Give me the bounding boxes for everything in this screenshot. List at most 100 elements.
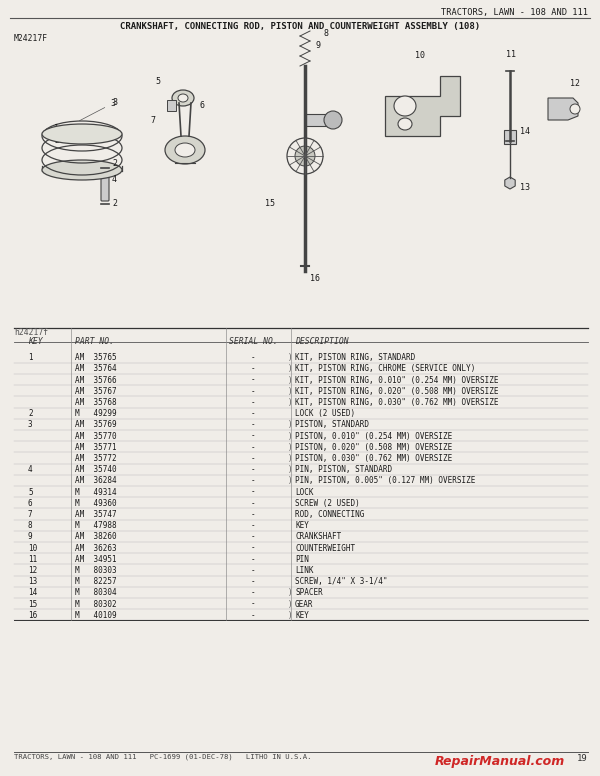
Text: AM  35767: AM 35767 (75, 386, 116, 396)
Text: 11: 11 (28, 555, 37, 564)
Text: 1: 1 (54, 124, 59, 133)
Text: -: - (251, 499, 256, 508)
Text: PISTON, 0.030" (0.762 MM) OVERSIZE: PISTON, 0.030" (0.762 MM) OVERSIZE (295, 454, 452, 463)
Text: 2: 2 (112, 199, 117, 208)
Text: ): ) (288, 398, 293, 407)
Text: -: - (251, 376, 256, 385)
Text: 2: 2 (28, 409, 32, 418)
Text: CRANKSHAFT, CONNECTING ROD, PISTON AND COUNTERWEIGHT ASSEMBLY (108): CRANKSHAFT, CONNECTING ROD, PISTON AND C… (120, 22, 480, 31)
Text: ): ) (288, 443, 293, 452)
Text: -: - (251, 353, 256, 362)
Text: -: - (251, 431, 256, 441)
Text: ): ) (288, 376, 293, 385)
Text: 15: 15 (28, 600, 37, 608)
Text: -: - (251, 577, 256, 586)
Text: SERIAL NO.: SERIAL NO. (229, 337, 277, 346)
Text: -: - (251, 398, 256, 407)
Text: GEAR: GEAR (295, 600, 314, 608)
Text: 6: 6 (28, 499, 32, 508)
Text: 8: 8 (323, 29, 328, 38)
Circle shape (324, 111, 342, 129)
Text: -: - (251, 487, 256, 497)
Text: -: - (251, 532, 256, 542)
Text: 2: 2 (112, 159, 117, 168)
Text: KIT, PISTON RING, 0.020" (0.508 MM) OVERSIZE: KIT, PISTON RING, 0.020" (0.508 MM) OVER… (295, 386, 499, 396)
Text: CRANKSHAFT: CRANKSHAFT (295, 532, 341, 542)
Text: -: - (251, 386, 256, 396)
Text: PISTON, 0.020" (0.508 MM) OVERSIZE: PISTON, 0.020" (0.508 MM) OVERSIZE (295, 443, 452, 452)
Text: TRACTORS, LAWN - 108 AND 111: TRACTORS, LAWN - 108 AND 111 (441, 8, 588, 17)
Text: PART NO.: PART NO. (75, 337, 114, 346)
Text: 16: 16 (28, 611, 37, 620)
Text: 9: 9 (28, 532, 32, 542)
Text: ): ) (288, 365, 293, 373)
Text: AM  35765: AM 35765 (75, 353, 116, 362)
Text: -: - (251, 443, 256, 452)
Text: KIT, PISTON RING, CHROME (SERVICE ONLY): KIT, PISTON RING, CHROME (SERVICE ONLY) (295, 365, 475, 373)
Text: -: - (251, 409, 256, 418)
Text: 10: 10 (415, 51, 425, 60)
Text: 12: 12 (570, 79, 580, 88)
Text: KIT, PISTON RING, 0.010" (0.254 MM) OVERSIZE: KIT, PISTON RING, 0.010" (0.254 MM) OVER… (295, 376, 499, 385)
Text: 8: 8 (28, 521, 32, 530)
Text: -: - (251, 465, 256, 474)
Text: AM  35772: AM 35772 (75, 454, 116, 463)
Text: 4: 4 (28, 465, 32, 474)
Text: -: - (251, 476, 256, 486)
Text: AM  35771: AM 35771 (75, 443, 116, 452)
Text: ): ) (288, 431, 293, 441)
Text: -: - (251, 588, 256, 598)
Ellipse shape (398, 118, 412, 130)
Text: AM  35740: AM 35740 (75, 465, 116, 474)
Ellipse shape (394, 96, 416, 116)
Ellipse shape (42, 160, 122, 180)
FancyBboxPatch shape (504, 130, 516, 144)
Text: 14: 14 (28, 588, 37, 598)
FancyBboxPatch shape (101, 171, 109, 201)
Text: PISTON, 0.010" (0.254 MM) OVERSIZE: PISTON, 0.010" (0.254 MM) OVERSIZE (295, 431, 452, 441)
Text: M   49299: M 49299 (75, 409, 116, 418)
Text: 15: 15 (265, 199, 275, 208)
Text: M   82257: M 82257 (75, 577, 116, 586)
Text: 19: 19 (577, 754, 588, 763)
Text: ): ) (288, 476, 293, 486)
Ellipse shape (178, 94, 188, 102)
Text: -: - (251, 421, 256, 429)
Text: 14: 14 (520, 127, 530, 136)
Text: PIN, PISTON, 0.005" (0.127 MM) OVERSIZE: PIN, PISTON, 0.005" (0.127 MM) OVERSIZE (295, 476, 475, 486)
FancyBboxPatch shape (167, 99, 176, 110)
Text: COUNTERWEIGHT: COUNTERWEIGHT (295, 544, 355, 553)
Text: PIN: PIN (295, 555, 309, 564)
Text: AM  35764: AM 35764 (75, 365, 116, 373)
Text: M   80303: M 80303 (75, 566, 116, 575)
Text: 3: 3 (28, 421, 32, 429)
Text: LINK: LINK (295, 566, 314, 575)
Text: 7: 7 (150, 116, 155, 125)
Text: LOCK: LOCK (295, 487, 314, 497)
Text: -: - (251, 600, 256, 608)
Text: 13: 13 (520, 183, 530, 192)
Text: ): ) (288, 465, 293, 474)
Text: PISTON, STANDARD: PISTON, STANDARD (295, 421, 369, 429)
Text: 3: 3 (79, 99, 115, 121)
Text: 2: 2 (54, 136, 59, 145)
Text: DESCRIPTION: DESCRIPTION (295, 337, 349, 346)
Text: -: - (251, 454, 256, 463)
Text: M   47988: M 47988 (75, 521, 116, 530)
Text: PIN, PISTON, STANDARD: PIN, PISTON, STANDARD (295, 465, 392, 474)
Text: ): ) (288, 353, 293, 362)
Text: ): ) (288, 421, 293, 429)
Ellipse shape (172, 90, 194, 106)
Text: KEY: KEY (295, 611, 309, 620)
Polygon shape (548, 98, 578, 120)
Text: KEY: KEY (295, 521, 309, 530)
Text: 4: 4 (112, 175, 117, 184)
Text: ROD, CONNECTING: ROD, CONNECTING (295, 510, 364, 519)
Ellipse shape (165, 136, 205, 164)
Circle shape (295, 146, 315, 166)
Text: AM  35770: AM 35770 (75, 431, 116, 441)
Text: AM  34951: AM 34951 (75, 555, 116, 564)
Text: 11: 11 (506, 50, 516, 59)
Text: AM  36263: AM 36263 (75, 544, 116, 553)
Text: ): ) (288, 386, 293, 396)
